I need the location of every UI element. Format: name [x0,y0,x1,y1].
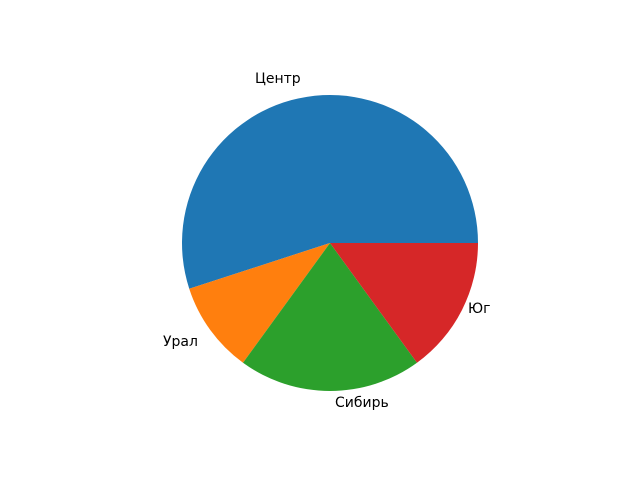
pie-slice [182,95,478,289]
pie-slice [189,243,330,363]
pie-slice-label: Сибирь [335,395,389,411]
pie-slice [330,243,478,363]
pie-slice-label: Юг [468,301,491,317]
pie-slice-label: Урал [163,334,198,350]
pie-slice-label: Центр [255,71,301,87]
pie-slice [243,243,417,391]
